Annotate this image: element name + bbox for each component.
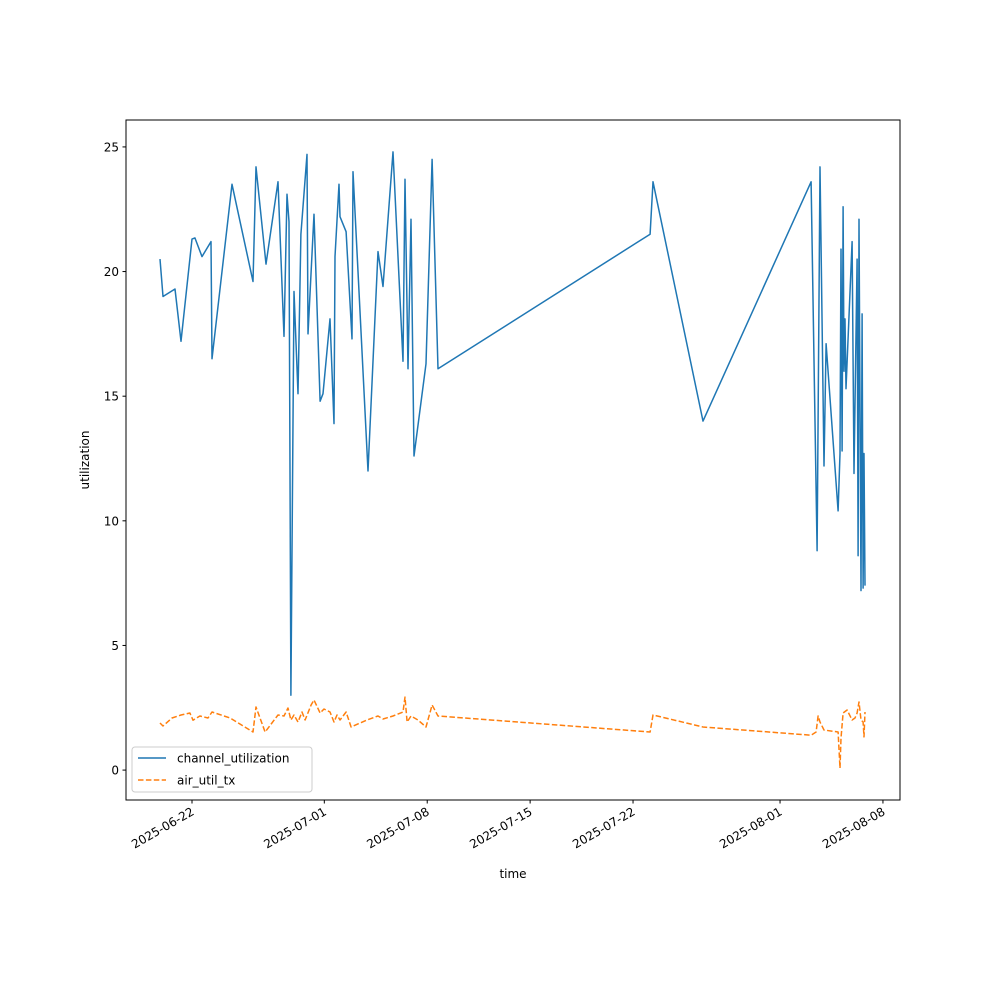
x-tick-label: 2025-07-08	[364, 804, 431, 851]
series-line-channel-utilization	[159, 151, 866, 697]
plot-frame	[125, 119, 901, 801]
x-axis-label: time	[499, 867, 526, 881]
x-tick-label: 2025-07-15	[467, 804, 534, 851]
y-tick-label: 10	[104, 514, 119, 528]
legend-label-air-util-tx: air_util_tx	[177, 774, 235, 788]
legend: channel_utilization air_util_tx	[131, 746, 313, 793]
series-line-air-util-tx	[159, 696, 866, 769]
x-tick-label: 2025-07-22	[570, 804, 637, 851]
x-tick-label: 2025-07-01	[261, 804, 328, 851]
y-tick-label: 0	[111, 764, 119, 778]
x-tick-label: 2025-08-08	[820, 804, 887, 851]
y-tick-label: 5	[111, 639, 119, 653]
y-tick-label: 25	[104, 140, 119, 154]
y-tick-label: 15	[104, 390, 119, 404]
y-tick-label: 20	[104, 265, 119, 279]
y-axis-label: utilization	[78, 431, 92, 490]
x-tick-label: 2025-08-01	[717, 804, 784, 851]
legend-label-channel-utilization: channel_utilization	[177, 752, 289, 766]
x-tick-label: 2025-06-22	[129, 804, 196, 851]
legend-box	[131, 746, 313, 793]
